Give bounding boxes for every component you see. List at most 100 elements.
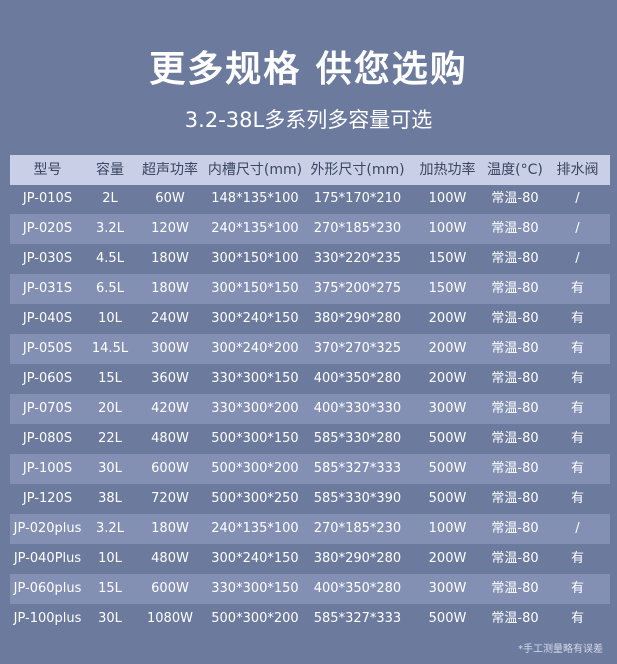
table-cell: 180W [151,251,189,266]
table-cell: 常温-80 [491,431,539,446]
table-cell: 300*240*200 [211,341,299,356]
table-cell: 200W [428,371,467,386]
table-cell: 585*327*333 [313,461,402,476]
table-cell: 常温-80 [491,461,539,476]
table-cell: 330*300*150 [211,581,299,596]
table-row: JP-060plus 15L 600W 330*300*150 400*350*280 3… [10,574,610,604]
table-cell: 有 [570,431,584,446]
table-cell: 20L [98,401,122,416]
table-cell: 585*330*280 [313,431,402,446]
table-row: JP-040S 10L 240W 300*240*150 380*290*280 200W… [10,304,610,334]
table-cell: 常温-80 [491,581,539,596]
table-row: JP-020S 3.2L 120W 240*135*100 270*185*230 100… [10,214,610,244]
table-cell: 常温-80 [491,371,539,386]
table-cell: JP-020S [22,221,73,236]
table-cell: 外形尺寸(mm) [310,162,405,178]
table-cell: / [575,521,580,536]
table-cell: JP-070S [22,401,73,416]
table-row: JP-070S 20L 420W 330*300*200 400*330*330 300W… [10,394,610,424]
table-cell: 300*240*150 [211,551,299,566]
table-row: JP-040Plus 10L 480W 300*240*150 380*290*280 2… [10,544,610,574]
table-cell: JP-050S [22,341,73,356]
table-cell: 6.5L [96,281,124,296]
table-cell: JP-080S [22,431,73,446]
footnote: *手工测量略有误差 [518,644,603,655]
table-cell: 400*330*330 [313,401,402,416]
table-cell: 585*327*333 [313,611,402,626]
table-cell: 400*350*280 [313,371,402,386]
table-cell: 720W [151,491,189,506]
table-row: JP-100S 30L 600W 500*300*200 585*327*333 500W… [10,454,610,484]
table-cell: 4.5L [96,251,124,266]
table-cell: 480W [151,431,189,446]
table-cell: JP-060plus [13,581,82,596]
table-cell: 常温-80 [491,281,539,296]
table-cell: 有 [570,551,584,566]
table-cell: 30L [98,611,122,626]
table-cell: 270*185*230 [313,221,402,236]
table-cell: 150W [428,281,467,296]
table-cell: 常温-80 [491,341,539,356]
table-cell: 100W [428,521,467,536]
table-cell: 常温-80 [491,191,539,206]
table-cell: 180W [151,281,189,296]
table-cell: 330*300*200 [211,401,299,416]
table-row: JP-020plus 3.2L 180W 240*135*100 270*185*230… [10,514,610,544]
table-cell: 585*330*390 [313,491,402,506]
table-cell: 300W [428,581,467,596]
table-cell: 有 [570,461,584,476]
table-row: JP-031S 6.5L 180W 300*150*150 375*200*275 150… [10,274,610,304]
table-cell: 500W [428,491,467,506]
table-cell: 型号 [33,162,62,178]
table-cell: 240*135*100 [211,521,299,536]
table-cell: 有 [570,401,584,416]
table-cell: JP-040Plus [13,551,82,566]
table-cell: JP-031S [22,281,73,296]
table-cell: 2L [102,191,118,206]
table-cell: 300W [151,341,189,356]
table-cell: 148*135*100 [211,191,299,206]
table-cell: 60W [155,191,185,206]
table-cell: 温度(°C) [487,162,543,178]
table-cell: 500W [428,431,467,446]
table-cell: 300*150*150 [211,281,299,296]
table-cell: 100W [428,191,467,206]
table-cell: 有 [570,581,584,596]
table-cell: 150W [428,251,467,266]
table-cell: 常温-80 [491,551,539,566]
table-cell: 500*300*200 [211,611,299,626]
table-cell: 380*290*280 [313,551,402,566]
table-cell: 15L [98,371,122,386]
table-cell: 500W [428,611,467,626]
table-cell: / [575,191,580,206]
table-cell: 有 [570,371,584,386]
table-row: JP-060S 15L 360W 330*300*150 400*350*280 200W… [10,364,610,394]
table-cell: JP-100S [22,461,73,476]
table-cell: 500*300*150 [211,431,299,446]
table-cell: 400*350*280 [313,581,402,596]
table-cell: 容量 [96,162,124,178]
table-cell: 常温-80 [491,311,539,326]
table-cell: JP-020plus [13,521,82,536]
table-cell: JP-100plus [13,611,82,626]
table-row: 型号 容量 超声功率 内槽尺寸(mm) 外形尺寸(mm) 加热功率 温度(°C) 排水阀 [10,155,610,185]
table-cell: JP-060S [22,371,73,386]
table-cell: 300*240*150 [211,311,299,326]
title: 更多规格 供您选购 [149,49,468,90]
table-cell: 120W [151,221,189,236]
table-cell: 14.5L [91,341,129,356]
table-cell: 200W [428,551,467,566]
table-cell: 500*300*250 [211,491,299,506]
table-row: JP-120S 38L 720W 500*300*250 585*330*390 500W… [10,484,610,514]
table-row: JP-050S 14.5L 300W 300*240*200 370*270*325 20… [10,334,610,364]
table-cell: 3.2L [96,221,124,236]
table-cell: 240*135*100 [211,221,299,236]
table-cell: 有 [570,311,584,326]
table-cell: 常温-80 [491,521,539,536]
table-cell: 常温-80 [491,491,539,506]
table-cell: 内槽尺寸(mm) [207,162,303,178]
table-cell: 330*300*150 [211,371,299,386]
table-cell: 3.2L [96,521,124,536]
table-row: JP-100plus 30L 1080W 500*300*200 585*327*333… [10,604,610,634]
